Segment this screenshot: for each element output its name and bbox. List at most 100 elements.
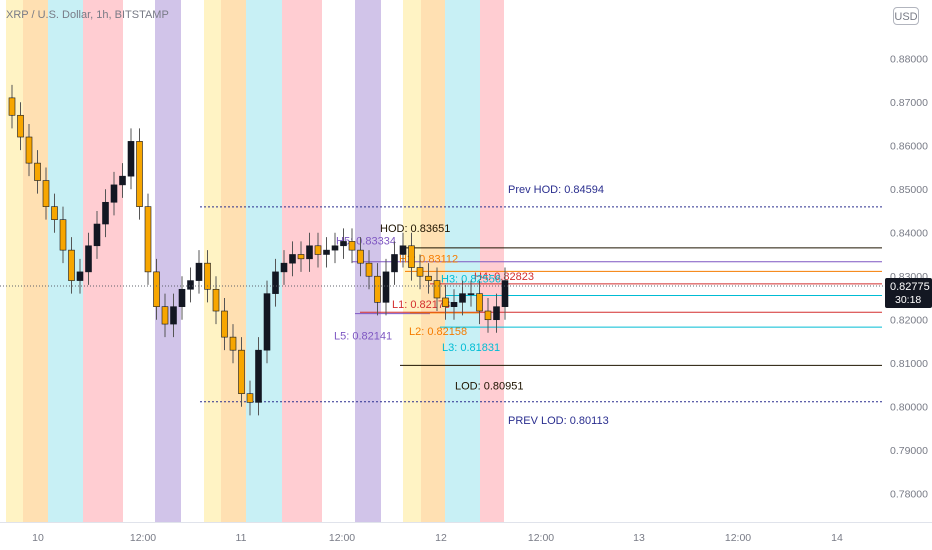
x-tick-label: 13 — [633, 532, 645, 544]
session-band-cyan — [48, 0, 83, 522]
candle — [238, 349, 245, 394]
candle — [119, 175, 126, 186]
level-label: L2: 0.82158 — [409, 326, 467, 338]
candle — [187, 280, 194, 290]
x-tick-label: 12:00 — [528, 532, 554, 544]
candle — [467, 293, 475, 295]
x-tick-label: 12:00 — [725, 532, 751, 544]
x-tick-label: 10 — [32, 532, 44, 544]
candle — [68, 249, 75, 281]
session-band-cyan — [445, 0, 480, 522]
candle — [127, 141, 135, 177]
candle — [493, 306, 500, 321]
level-label: L1: 0.82173 — [392, 299, 450, 311]
candle — [425, 275, 432, 281]
y-tick-label: 0.87000 — [890, 97, 928, 109]
candle — [76, 271, 84, 281]
currency-button[interactable]: USD — [893, 7, 919, 25]
session-band-purple — [155, 0, 181, 522]
candle — [323, 249, 330, 255]
candle — [17, 114, 24, 138]
bar-countdown-label: 30:18 — [895, 294, 921, 306]
candle — [382, 271, 390, 303]
x-tick-label: 12:00 — [130, 532, 156, 544]
candle — [229, 336, 237, 351]
current-price-badge[interactable] — [885, 278, 932, 309]
candle — [195, 262, 203, 281]
session-band-cyan — [246, 0, 282, 522]
candle — [93, 223, 101, 247]
y-tick-label: 0.88000 — [890, 54, 928, 66]
level-label: LOD: 0.80951 — [455, 380, 524, 392]
candle — [272, 271, 279, 294]
candle — [408, 245, 415, 268]
x-tick-label: 14 — [831, 532, 843, 544]
candle — [161, 306, 169, 325]
candle — [399, 245, 407, 255]
session-band-orange — [23, 0, 48, 522]
y-tick-label: 0.78000 — [890, 489, 928, 501]
level-label: H4: 0.82823 — [474, 271, 534, 283]
candle — [85, 245, 92, 273]
candle — [476, 293, 483, 312]
candle — [263, 293, 271, 351]
y-tick-label: 0.85000 — [890, 184, 928, 196]
y-tick-label: 0.86000 — [890, 141, 928, 153]
candle — [153, 271, 160, 307]
candle — [450, 302, 458, 307]
candle — [433, 280, 441, 299]
x-tick-label: 11 — [236, 532, 247, 544]
y-tick-label: 0.82000 — [890, 315, 928, 327]
candle — [110, 184, 118, 203]
candle — [246, 393, 254, 403]
level-label: H3: 0.82556 — [441, 274, 501, 286]
level-label: Prev HOD: 0.84594 — [508, 184, 604, 196]
candle — [42, 180, 50, 207]
candle — [501, 280, 509, 307]
candle — [204, 262, 211, 290]
candle — [280, 262, 288, 273]
y-tick-label: 0.84000 — [890, 228, 928, 240]
candle — [8, 97, 16, 116]
y-tick-label: 0.79000 — [890, 445, 928, 457]
candle — [416, 267, 424, 277]
session-band-red — [480, 0, 504, 522]
candle — [34, 162, 41, 181]
level-label: PREV LOD: 0.80113 — [508, 415, 609, 427]
y-tick-label: 0.80000 — [890, 402, 928, 414]
candle — [365, 262, 373, 277]
candle — [374, 275, 381, 303]
x-tick-label: 12 — [435, 532, 447, 544]
session-band-orange — [421, 0, 445, 522]
x-tick-label: 12:00 — [329, 532, 355, 544]
candle — [221, 310, 228, 338]
candle — [459, 293, 466, 303]
candle — [59, 219, 67, 251]
session-band-yellow — [204, 0, 221, 522]
candle — [289, 254, 296, 264]
candle — [178, 288, 186, 307]
session-band-orange — [221, 0, 246, 522]
candle — [102, 201, 109, 225]
candle — [348, 241, 356, 251]
level-label: L3: 0.81831 — [442, 342, 500, 354]
candle — [212, 288, 220, 312]
candle — [144, 206, 152, 273]
session-band-yellow — [6, 0, 23, 522]
candle — [136, 141, 143, 207]
candle — [357, 249, 364, 264]
level-label: HOD: 0.83651 — [380, 223, 450, 235]
level-label: L5: 0.82141 — [334, 331, 392, 343]
candle — [306, 245, 313, 260]
candle — [331, 245, 339, 251]
price-axis[interactable] — [884, 0, 932, 550]
candle — [391, 254, 398, 273]
y-tick-label: 0.81000 — [890, 358, 928, 370]
candle — [484, 310, 492, 321]
candle — [314, 245, 322, 255]
candle — [255, 349, 262, 403]
candle — [25, 136, 33, 164]
symbol-title: XRP / U.S. Dollar, 1h, BITSTAMP — [6, 9, 169, 21]
